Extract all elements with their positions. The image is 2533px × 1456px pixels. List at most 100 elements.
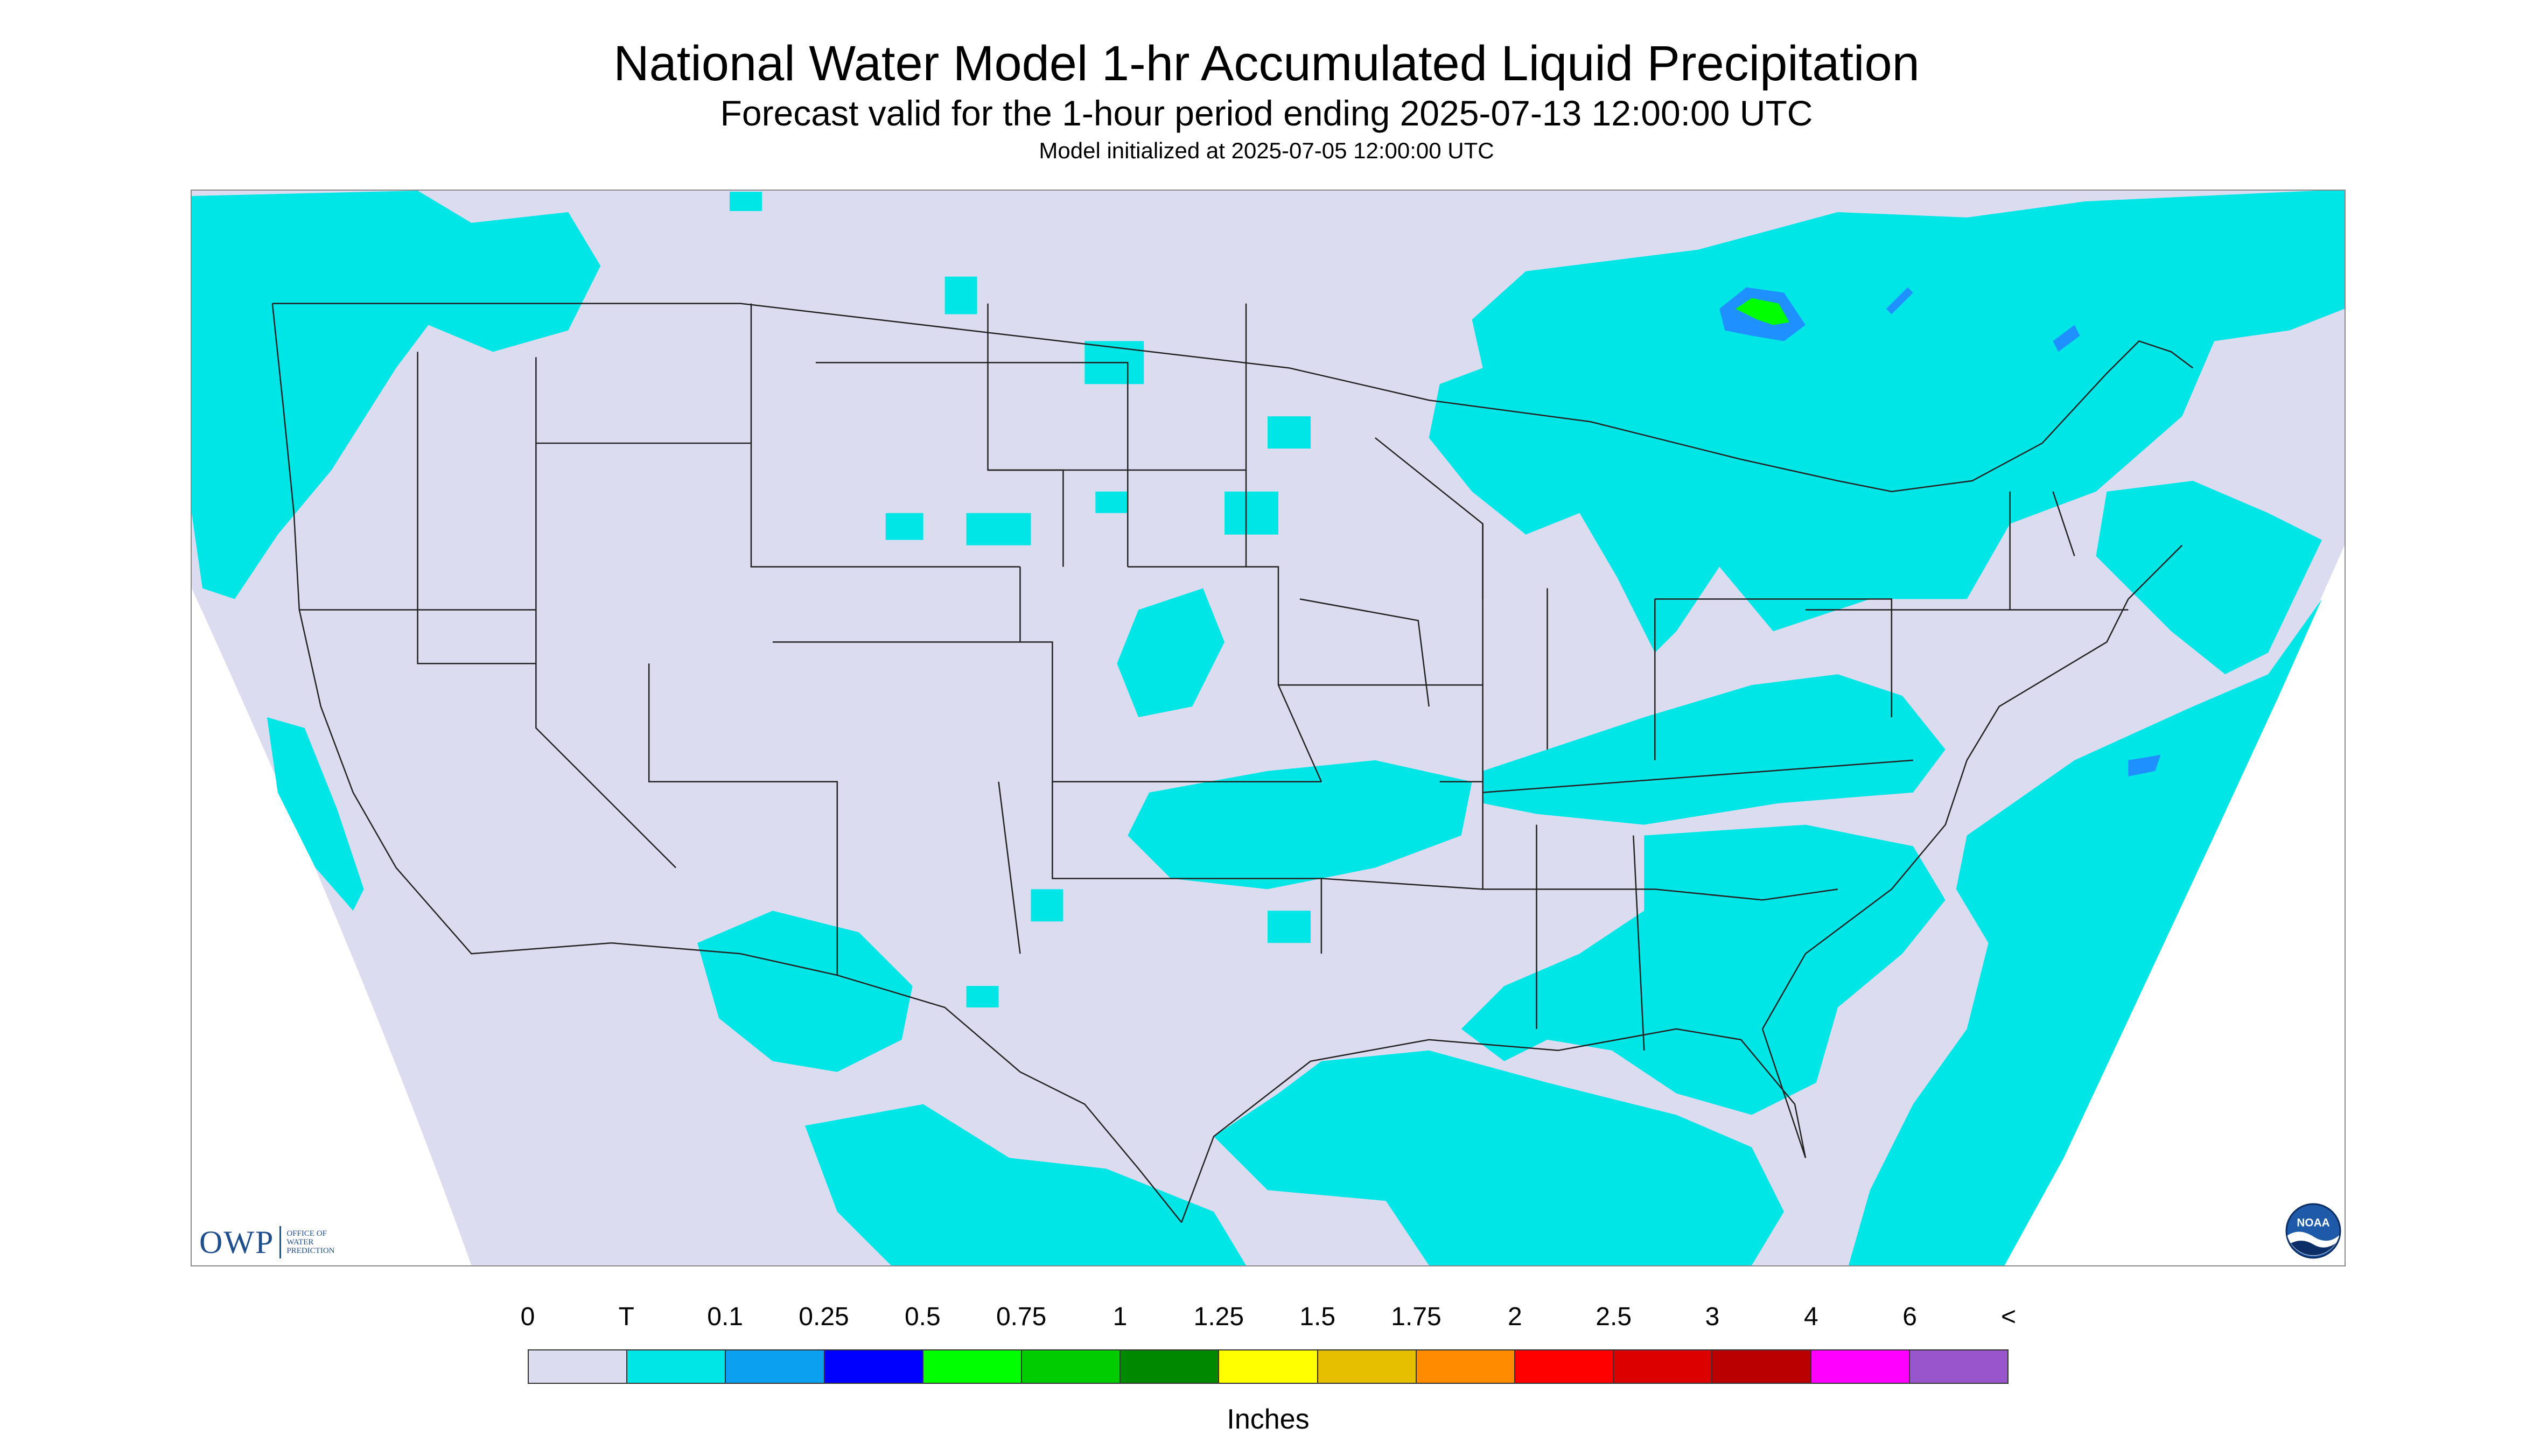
legend-swatch (1712, 1350, 1811, 1383)
precip-area-atlantic (1848, 599, 2322, 1265)
legend-tick-label: 1 (1112, 1303, 1128, 1331)
legend-tick-label: 0.1 (707, 1303, 744, 1331)
legend-tick-label: 1.75 (1391, 1303, 1442, 1331)
precip-area-plains (1128, 760, 1472, 890)
state-line (648, 663, 838, 976)
precip-cell (944, 276, 977, 314)
owp-sub-line: PREDICTION (286, 1247, 335, 1255)
map-title: National Water Model 1-hr Accumulated Li… (613, 36, 1920, 91)
precip-cell (1095, 491, 1128, 513)
legend-swatch (529, 1350, 628, 1383)
state-line (1052, 781, 1323, 954)
model-init-line: Model initialized at 2025-07-05 12:00:00… (1039, 138, 1494, 163)
precip-cell (1224, 491, 1278, 535)
state-line (1278, 684, 1484, 890)
state-line (2052, 491, 2075, 557)
legend-tick-label: < (2000, 1303, 2017, 1331)
owp-logo-divider (279, 1226, 282, 1258)
precip-light-streak (1886, 287, 1913, 314)
legend-swatch (1416, 1350, 1516, 1383)
legend-tick-label: 0 (520, 1303, 535, 1331)
precip-area-kansas (1117, 588, 1225, 718)
border-us-mexico (611, 942, 1182, 1223)
precip-area-ohio-valley (1482, 674, 1946, 825)
legend-swatch (1515, 1350, 1614, 1383)
state-line (1633, 835, 1645, 1051)
color-legend: 0 T 0.1 0.25 0.5 0.75 1 1.25 1.5 1.75 2 2.5 3 4 6 < Inc… (521, 1302, 2016, 1442)
precip-cell (1268, 911, 1311, 943)
precip-area-great-lakes (1429, 191, 2345, 653)
legend-swatch (1811, 1350, 1910, 1383)
map-canvas (192, 191, 2345, 1265)
coastline-west (271, 303, 612, 955)
legend-tick-labels: 0 T 0.1 0.25 0.5 0.75 1 1.25 1.5 1.75 2 2.5 3 4 6 < (521, 1302, 2016, 1334)
noaa-logo-text: NOAA (2297, 1217, 2329, 1229)
noaa-logo: NOAA (2285, 1203, 2341, 1259)
precip-cell (1031, 889, 1063, 922)
legend-swatch (726, 1350, 825, 1383)
legend-tick-label: 1.5 (1299, 1303, 1336, 1331)
state-line (1482, 759, 1913, 794)
legend-tick-label: T (618, 1303, 634, 1331)
border-us-canada (272, 303, 2194, 493)
legend-swatch (824, 1350, 923, 1383)
owp-logo-subtext: OFFICE OF WATER PREDICTION (286, 1229, 334, 1255)
legend-units-label: Inches (1227, 1404, 1310, 1435)
precip-area-pacific-northwest (192, 191, 601, 599)
state-line (1321, 878, 1655, 890)
legend-tick-label: 4 (1803, 1303, 1818, 1331)
precip-area-southwest (697, 911, 913, 1072)
precip-cell (1612, 513, 1645, 545)
state-line (535, 357, 676, 869)
legend-swatch (1614, 1350, 1713, 1383)
state-line (536, 442, 1020, 568)
state-line (815, 362, 1129, 567)
legend-tick-label: 0.75 (996, 1303, 1047, 1331)
state-line (1020, 641, 1321, 783)
precip-area-pacific-coast (267, 717, 364, 911)
legend-swatch (1909, 1350, 2008, 1383)
precip-light-streak (2128, 754, 2161, 776)
state-line (1655, 888, 1838, 901)
state-line (998, 781, 1021, 954)
precip-area-mexico (804, 1104, 1247, 1265)
owp-sub-line: OFFICE OF (286, 1229, 327, 1238)
legend-tick-label: 2 (1507, 1303, 1522, 1331)
precipitation-layer (192, 191, 2345, 1265)
legend-swatch (1219, 1350, 1318, 1383)
owp-logo-text: OWP (199, 1224, 275, 1260)
precip-area-gulf (1214, 1050, 1785, 1265)
precip-cell (730, 191, 762, 211)
precip-cell (885, 513, 923, 540)
legend-tick-label: 3 (1705, 1303, 1720, 1331)
owp-sub-line: WATER (286, 1238, 314, 1247)
legend-swatch (923, 1350, 1023, 1383)
state-line (988, 469, 1064, 567)
precip-cell (966, 986, 999, 1007)
legend-tick-label: 2.5 (1596, 1303, 1632, 1331)
precip-cell (966, 513, 1031, 545)
state-line (1655, 598, 1893, 718)
owp-logo: OWP OFFICE OF WATER PREDICTION (199, 1223, 335, 1261)
state-line (1128, 566, 1323, 782)
coastline-east (1761, 544, 2183, 1030)
legend-tick-label: 6 (1902, 1303, 1918, 1331)
legend-color-bar (528, 1349, 2009, 1384)
precip-core (1736, 298, 1790, 325)
precipitation-map (191, 190, 2346, 1266)
precip-cell (1268, 416, 1311, 449)
legend-tick-label: 0.25 (799, 1303, 849, 1331)
state-line (417, 352, 536, 664)
precip-area-southeast (1461, 824, 1946, 1115)
state-line (1375, 437, 1484, 599)
precip-area-northeast (2096, 480, 2322, 675)
legend-swatch (1022, 1350, 1121, 1383)
legend-tick-label: 0.5 (904, 1303, 941, 1331)
state-boundaries (271, 303, 2194, 1223)
legend-swatch (627, 1350, 726, 1383)
precip-light-streak (2053, 325, 2080, 352)
legend-swatch (1318, 1350, 1417, 1383)
coastline-gulf (1180, 1028, 1807, 1223)
legend-tick-label: 1.25 (1193, 1303, 1244, 1331)
state-line (2009, 491, 2129, 611)
